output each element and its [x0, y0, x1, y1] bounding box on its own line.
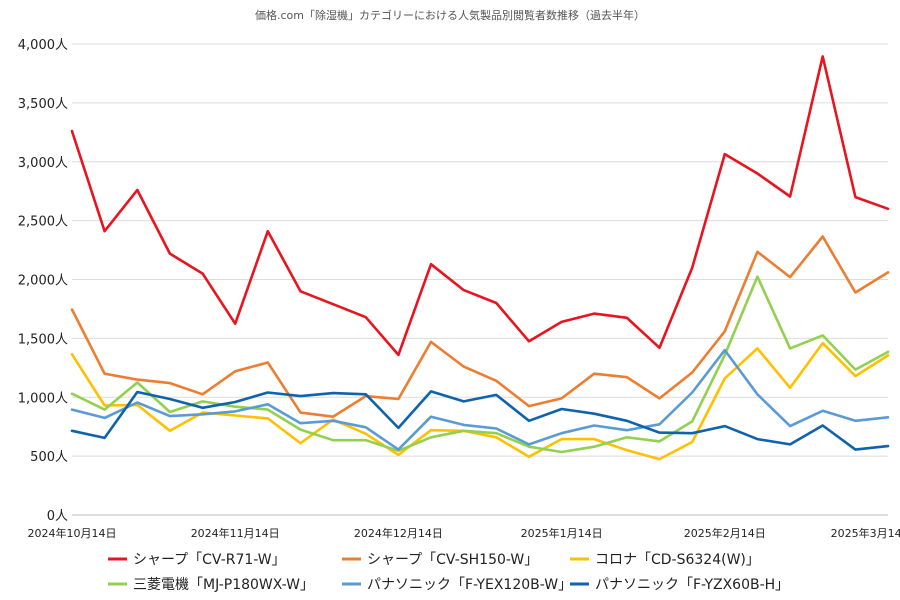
series-lines: [70, 55, 890, 461]
y-tick-label: 2,000人: [18, 274, 68, 289]
x-tick-label: 2025年2月14日: [684, 526, 766, 540]
y-tick-label: 2,500人: [18, 215, 68, 230]
series-line-1: [70, 55, 890, 357]
legend-label: シャープ「CV-R71-W」: [133, 552, 286, 568]
series-line-5: [70, 348, 890, 451]
x-axis: 2024年10月14日 2024年11月14日 2024年12月14日 2025年1月…: [28, 526, 900, 540]
y-axis: 0人 500人 1,000人 1,500人 2,000人 2,500人 3,000人 3,50…: [18, 38, 68, 524]
legend: シャープ「CV-R71-W」 シャープ「CV-SH150-W」 コロナ「CD-S63…: [108, 552, 789, 593]
gridlines: [72, 43, 888, 516]
legend-label: パナソニック「F-YEX120B-W」: [367, 577, 572, 593]
x-tick-label: 2024年10月14日: [28, 526, 117, 540]
x-tick-label: 2024年11月14日: [191, 526, 280, 540]
x-tick-label: 2024年12月14日: [354, 526, 443, 540]
y-tick-label: 0人: [47, 509, 68, 524]
y-tick-label: 3,000人: [18, 156, 68, 171]
y-tick-label: 4,000人: [18, 38, 68, 53]
series-line-6: [70, 390, 890, 451]
y-tick-label: 500人: [30, 450, 68, 465]
x-tick-label: 2025年3月14日: [831, 526, 900, 540]
series-line-2: [70, 235, 890, 419]
chart-title: 価格.com「除湿機」カテゴリーにおける人気製品別閲覧者数推移（過去半年）: [255, 9, 645, 22]
legend-label: 三菱電機「MJ-P180WX-W」: [133, 577, 314, 593]
y-tick-label: 3,500人: [18, 97, 68, 112]
y-tick-label: 1,500人: [18, 332, 68, 347]
series-line-4: [70, 275, 890, 454]
legend-label: シャープ「CV-SH150-W」: [367, 552, 538, 568]
legend-label: パナソニック「F-YZX60B-H」: [595, 577, 789, 593]
x-tick-label: 2025年1月14日: [521, 526, 603, 540]
legend-label: コロナ「CD-S6324(W)」: [595, 552, 760, 568]
y-tick-label: 1,000人: [18, 391, 68, 406]
